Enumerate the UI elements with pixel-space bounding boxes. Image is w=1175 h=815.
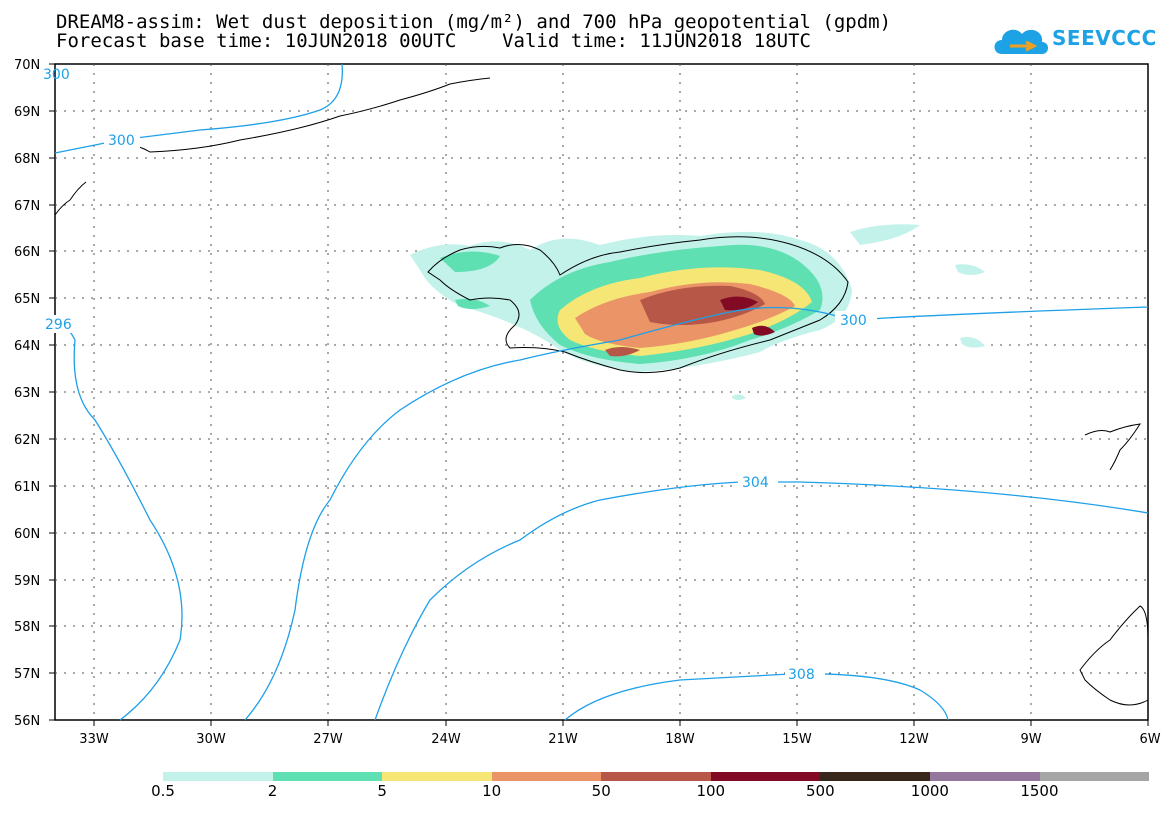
legend-label: 1000 — [910, 782, 949, 800]
contour-label: 300 — [43, 67, 70, 83]
legend-swatch — [601, 772, 711, 781]
legend-swatch — [382, 772, 492, 781]
lat-label: 67N — [14, 199, 40, 214]
longitude-labels: 33W 30W 27W 24W 21W 18W 15W 12W 9W 6W — [79, 732, 1160, 747]
coastlines — [54, 77, 1149, 706]
lat-label: 69N — [14, 105, 40, 120]
legend-swatch — [491, 772, 602, 781]
lon-label: 21W — [548, 732, 578, 747]
legend-swatch — [929, 772, 1040, 781]
map-title: DREAM8-assim: Wet dust deposition (mg/m²… — [56, 11, 892, 33]
forecast-times: Forecast base time: 10JUN2018 00UTC Vali… — [56, 30, 811, 52]
legend-label: 100 — [696, 782, 726, 800]
color-legend — [163, 772, 1150, 781]
lat-label: 60N — [14, 527, 40, 542]
legend-swatch — [1039, 772, 1150, 781]
contour-label: 304 — [742, 475, 769, 491]
lon-label: 33W — [79, 732, 109, 747]
lat-label: 64N — [14, 339, 40, 354]
legend-swatch — [163, 772, 273, 781]
legend-label: 2 — [267, 782, 278, 800]
contour-label: 296 — [45, 317, 72, 333]
lat-label: 56N — [14, 714, 40, 729]
lon-label: 27W — [313, 732, 343, 747]
contour-label: 300 — [840, 313, 867, 329]
contour-labels: 300 300 296 300 304 308 — [43, 66, 877, 683]
contour-label: 300 — [108, 133, 135, 149]
logo-text: SEEVCCC — [1052, 26, 1157, 50]
legend-label: 5 — [377, 782, 387, 800]
legend-label: 0.5 — [151, 782, 175, 800]
lat-label: 66N — [14, 245, 40, 260]
latitude-labels: 70N 69N 68N 67N 66N 65N 64N 63N 62N 61N … — [14, 58, 40, 729]
lon-label: 30W — [196, 732, 226, 747]
legend-swatch — [710, 772, 821, 781]
legend-label: 50 — [591, 782, 611, 800]
legend-swatch — [272, 772, 383, 781]
lat-label: 59N — [14, 574, 40, 589]
lat-label: 63N — [14, 386, 40, 401]
lon-label: 9W — [1020, 732, 1041, 747]
lat-label: 58N — [14, 620, 40, 635]
legend-label: 500 — [806, 782, 835, 800]
lat-label: 65N — [14, 292, 40, 307]
legend-swatch — [820, 772, 930, 781]
lat-label: 61N — [14, 480, 40, 495]
lat-label: 62N — [14, 433, 40, 448]
lat-label: 68N — [14, 152, 40, 167]
cloud-icon — [994, 29, 1048, 54]
dust-deposition-field — [410, 224, 985, 400]
lon-label: 18W — [665, 732, 695, 747]
lon-label: 15W — [782, 732, 812, 747]
legend-label: 10 — [482, 782, 502, 800]
legend-label: 1500 — [1020, 782, 1059, 800]
contour-label: 308 — [788, 667, 815, 683]
lat-label: 70N — [14, 58, 40, 73]
lon-label: 6W — [1139, 732, 1160, 747]
lon-label: 24W — [431, 732, 461, 747]
lat-label: 57N — [14, 667, 40, 682]
axis-ticks — [49, 63, 1149, 726]
lon-label: 12W — [899, 732, 929, 747]
